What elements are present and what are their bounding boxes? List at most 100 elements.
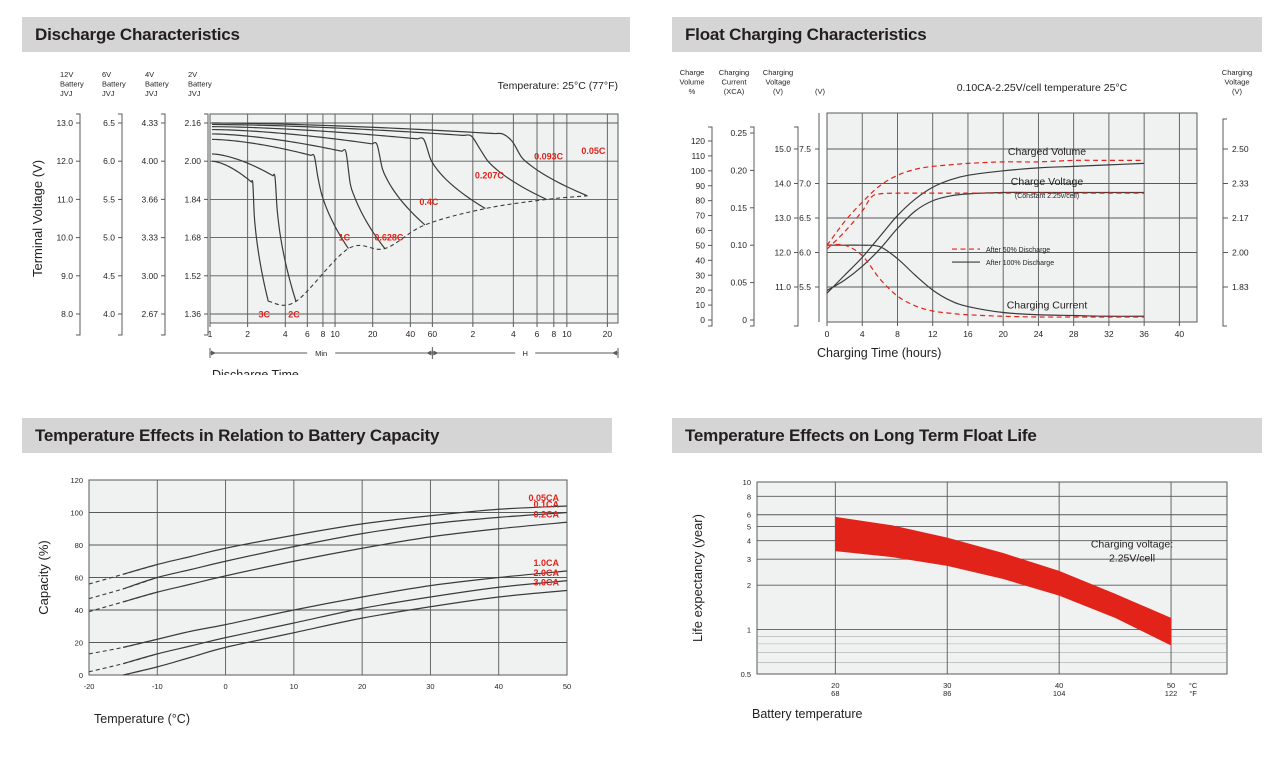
svg-text:2.00: 2.00 — [1232, 248, 1249, 258]
svg-text:0.4C: 0.4C — [419, 197, 439, 207]
panel-float: Float Charging Characteristics — [672, 17, 1262, 52]
svg-text:10: 10 — [743, 478, 751, 487]
svg-text:24: 24 — [1034, 329, 1044, 339]
svg-text:1: 1 — [747, 626, 751, 635]
svg-text:40: 40 — [1175, 329, 1185, 339]
svg-text:JVJ: JVJ — [60, 89, 73, 98]
svg-text:6.0: 6.0 — [799, 248, 811, 258]
panel-discharge: Discharge Characteristics — [22, 17, 630, 52]
svg-text:(XCA): (XCA) — [724, 87, 745, 96]
svg-text:3.0CA: 3.0CA — [533, 578, 559, 588]
svg-text:1C: 1C — [339, 233, 351, 243]
svg-text:0.15: 0.15 — [730, 203, 747, 213]
panel-float-header: Float Charging Characteristics — [672, 17, 1262, 52]
svg-text:Battery: Battery — [102, 80, 126, 89]
svg-text:%: % — [689, 87, 696, 96]
svg-text:110: 110 — [691, 151, 705, 161]
panel-discharge-header: Discharge Characteristics — [22, 17, 630, 52]
svg-text:4.00: 4.00 — [141, 156, 158, 166]
svg-text:8: 8 — [321, 329, 326, 339]
svg-text:Charging: Charging — [1222, 68, 1252, 77]
svg-text:4: 4 — [860, 329, 865, 339]
svg-text:6V: 6V — [102, 70, 111, 79]
svg-text:16: 16 — [963, 329, 973, 339]
svg-text:2.0CA: 2.0CA — [533, 568, 559, 578]
svg-text:2: 2 — [470, 329, 475, 339]
svg-text:4.33: 4.33 — [141, 118, 158, 128]
svg-text:60: 60 — [696, 226, 706, 236]
svg-text:60: 60 — [428, 329, 438, 339]
panel-discharge-title: Discharge Characteristics — [35, 24, 240, 44]
svg-text:After 100% Discharge: After 100% Discharge — [986, 260, 1054, 267]
svg-text:2.50: 2.50 — [1232, 144, 1249, 154]
svg-text:120: 120 — [70, 476, 83, 485]
svg-text:104: 104 — [1053, 689, 1066, 698]
panel-life: Temperature Effects on Long Term Float L… — [672, 418, 1262, 453]
svg-text:(V): (V) — [773, 87, 784, 96]
svg-text:60: 60 — [75, 574, 83, 583]
svg-text:1.36: 1.36 — [184, 309, 201, 319]
svg-text:(V): (V) — [1232, 87, 1243, 96]
svg-text:Temperature: 25°C (77°F): Temperature: 25°C (77°F) — [498, 80, 618, 92]
svg-text:6.0: 6.0 — [103, 156, 115, 166]
svg-text:(V): (V) — [815, 87, 826, 96]
panel-life-title: Temperature Effects on Long Term Float L… — [685, 425, 1037, 445]
svg-text:Charging Current: Charging Current — [1007, 300, 1088, 312]
svg-text:80: 80 — [696, 196, 706, 206]
svg-text:50: 50 — [1167, 681, 1175, 690]
panel-capacity-title: Temperature Effects in Relation to Batte… — [35, 425, 440, 445]
chart-discharge: 12VBatteryJVJ13.012.011.010.09.08.06VBat… — [30, 70, 619, 375]
svg-text:15.0: 15.0 — [774, 144, 791, 154]
svg-text:4V: 4V — [145, 70, 154, 79]
svg-text:Capacity (%): Capacity (%) — [36, 540, 51, 614]
svg-text:2.16: 2.16 — [184, 118, 201, 128]
svg-text:0.1CA: 0.1CA — [533, 500, 559, 510]
svg-text:10.0: 10.0 — [56, 233, 73, 243]
svg-text:2.67: 2.67 — [141, 309, 158, 319]
svg-text:11.0: 11.0 — [775, 282, 791, 292]
svg-text:20: 20 — [368, 329, 378, 339]
svg-text:8: 8 — [551, 329, 556, 339]
chart-capacity: -20 -10 0 10 20 30 40 500204060801001200.05CA0.… — [36, 476, 571, 726]
svg-text:3.00: 3.00 — [141, 271, 158, 281]
svg-text:40: 40 — [406, 329, 416, 339]
svg-text:1.0CA: 1.0CA — [533, 558, 559, 568]
svg-text:3.66: 3.66 — [141, 194, 158, 204]
svg-text:10: 10 — [696, 300, 706, 310]
svg-text:Life expectancy (year): Life expectancy (year) — [690, 514, 705, 642]
svg-text:4.5: 4.5 — [103, 271, 115, 281]
svg-text:Charging: Charging — [763, 68, 793, 77]
svg-text:0.10: 0.10 — [730, 240, 747, 250]
svg-text:1: 1 — [208, 329, 213, 339]
svg-text:6: 6 — [305, 329, 310, 339]
svg-text:Terminal Voltage (V): Terminal Voltage (V) — [30, 160, 45, 277]
svg-text:30: 30 — [943, 681, 951, 690]
svg-text:5.0: 5.0 — [103, 233, 115, 243]
svg-text:Charge: Charge — [680, 68, 705, 77]
svg-text:12: 12 — [928, 329, 938, 339]
svg-text:12.0: 12.0 — [56, 156, 73, 166]
svg-text:0.093C: 0.093C — [534, 151, 564, 161]
svg-text:9.0: 9.0 — [61, 271, 73, 281]
svg-text:Charging: Charging — [719, 68, 749, 77]
svg-text:86: 86 — [943, 689, 951, 698]
svg-text:0: 0 — [742, 315, 747, 325]
svg-text:20: 20 — [603, 329, 613, 339]
svg-text:30: 30 — [696, 270, 706, 280]
svg-text:13.0: 13.0 — [774, 213, 791, 223]
svg-text:Min: Min — [315, 349, 327, 358]
svg-text:2.00: 2.00 — [184, 156, 201, 166]
svg-text:Temperature (°C): Temperature (°C) — [94, 712, 190, 726]
svg-text:0.207C: 0.207C — [475, 171, 505, 181]
svg-text:Charging voltage:: Charging voltage: — [1091, 538, 1173, 550]
svg-text:Charge Voltage: Charge Voltage — [1011, 176, 1084, 188]
svg-text:Volume: Volume — [679, 78, 704, 87]
svg-text:4: 4 — [511, 329, 516, 339]
svg-text:5.5: 5.5 — [103, 194, 115, 204]
svg-text:(Constant 2.25v/cell): (Constant 2.25v/cell) — [1015, 193, 1079, 200]
svg-text:8: 8 — [895, 329, 900, 339]
svg-text:36: 36 — [1139, 329, 1149, 339]
svg-text:3.33: 3.33 — [141, 233, 158, 243]
svg-text:0.10CA-2.25V/cell temperature: 0.10CA-2.25V/cell temperature 25°C — [957, 82, 1128, 94]
